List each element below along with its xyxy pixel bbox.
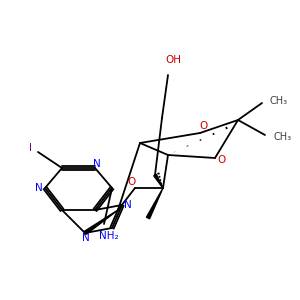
Text: OH: OH [165,55,181,65]
Text: N: N [82,233,90,243]
Text: N: N [93,159,101,169]
Text: CH₃: CH₃ [273,132,291,142]
Text: N: N [124,200,132,210]
Polygon shape [146,188,163,219]
Text: NH₂: NH₂ [99,231,119,241]
Text: CH₃: CH₃ [270,96,288,106]
Text: N: N [35,183,43,193]
Text: O: O [128,177,136,187]
Polygon shape [84,210,118,234]
Text: O: O [218,155,226,165]
Polygon shape [154,174,163,188]
Text: O: O [200,121,208,131]
Text: I: I [28,143,32,153]
